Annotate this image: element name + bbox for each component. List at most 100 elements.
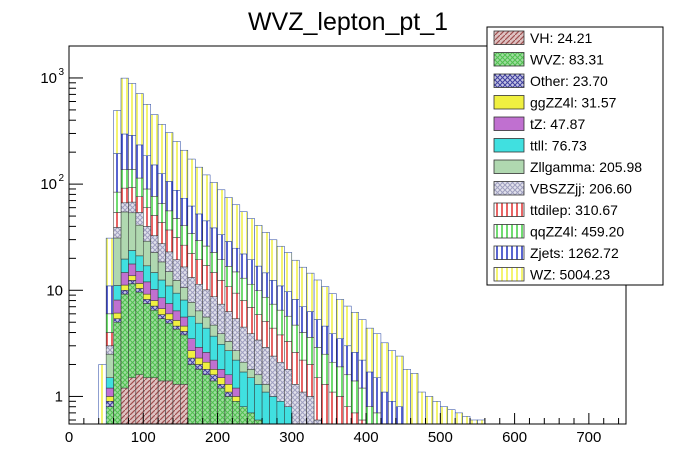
bar xyxy=(328,293,337,334)
bar xyxy=(395,406,404,424)
bar xyxy=(217,280,226,305)
bar xyxy=(217,234,226,260)
bar xyxy=(157,314,166,319)
bar xyxy=(195,310,203,324)
bar xyxy=(276,361,285,402)
bar xyxy=(165,210,174,231)
bar xyxy=(462,416,471,424)
bar xyxy=(224,286,233,312)
bar xyxy=(298,306,307,333)
bar xyxy=(187,158,196,207)
series-8 xyxy=(105,187,367,424)
bar xyxy=(202,352,211,363)
bar xyxy=(98,364,107,424)
bar xyxy=(224,197,233,242)
legend: VH: 24.21 WVZ: 83.31 Other: 23.70 ggZZ4l: 3… xyxy=(486,26,664,286)
bar xyxy=(113,227,122,239)
bar xyxy=(276,309,285,336)
x-tick-label: 100 xyxy=(131,429,156,446)
bar xyxy=(261,321,270,348)
bar xyxy=(135,144,144,179)
bar xyxy=(350,380,359,414)
bar xyxy=(336,299,345,339)
bar xyxy=(150,235,159,253)
bar xyxy=(187,302,196,317)
bar xyxy=(150,300,159,307)
bar xyxy=(202,289,211,318)
bar xyxy=(187,338,196,351)
bar xyxy=(172,328,181,385)
bar xyxy=(224,396,233,424)
bar xyxy=(321,286,330,327)
legend-label: ttdilep: 310.67 xyxy=(530,202,618,218)
bar xyxy=(350,412,359,424)
legend-label: Zjets: 1262.72 xyxy=(530,245,619,261)
bar xyxy=(113,110,122,154)
bar xyxy=(180,384,189,424)
bar xyxy=(172,259,181,281)
bar xyxy=(135,291,144,376)
legend-swatch xyxy=(493,95,525,110)
bar xyxy=(239,326,248,363)
bar xyxy=(128,169,137,188)
bar xyxy=(336,366,345,397)
bar xyxy=(232,247,241,273)
bar xyxy=(254,225,263,267)
bar xyxy=(246,307,255,334)
legend-swatch xyxy=(493,224,525,239)
bar xyxy=(232,401,241,424)
bar xyxy=(165,322,174,382)
bar xyxy=(143,240,151,267)
bar xyxy=(128,201,137,214)
legend-swatch xyxy=(493,267,525,282)
bar xyxy=(373,377,382,414)
bar xyxy=(113,285,122,301)
bar xyxy=(373,412,382,424)
bar xyxy=(254,314,263,341)
bar xyxy=(105,377,114,389)
bar xyxy=(202,316,211,329)
bar xyxy=(157,243,166,263)
bar xyxy=(180,197,189,226)
bar xyxy=(284,315,293,342)
bar xyxy=(180,299,189,318)
bar xyxy=(150,377,159,424)
bar xyxy=(209,380,218,424)
bar xyxy=(328,333,337,363)
bar xyxy=(298,359,307,393)
bar xyxy=(157,124,166,174)
bar xyxy=(276,245,285,287)
bar xyxy=(135,212,144,226)
bar xyxy=(165,285,174,304)
x-tick-label: 0 xyxy=(65,429,73,446)
legend-label: tZ: 47.87 xyxy=(530,116,585,132)
bar xyxy=(254,374,263,385)
bar xyxy=(157,297,166,309)
bar xyxy=(209,359,218,370)
bar xyxy=(328,391,337,424)
bar xyxy=(447,409,456,424)
bar xyxy=(195,213,203,241)
bar xyxy=(261,384,270,393)
bar xyxy=(224,266,233,287)
bar xyxy=(172,218,181,238)
bar xyxy=(157,261,166,281)
bar xyxy=(224,241,233,267)
bar xyxy=(150,114,159,166)
bar xyxy=(395,355,404,407)
bar xyxy=(180,331,189,336)
y-tick-label: 1 xyxy=(55,388,63,405)
bar xyxy=(128,212,137,251)
bar xyxy=(217,369,226,378)
bar xyxy=(113,318,122,323)
bar xyxy=(306,272,315,312)
bar xyxy=(135,271,144,284)
bar xyxy=(410,373,419,424)
bar xyxy=(195,347,203,359)
bar xyxy=(180,325,189,332)
bar xyxy=(187,364,196,424)
bar xyxy=(113,321,122,424)
bar xyxy=(276,401,285,424)
bar xyxy=(187,233,196,254)
bar xyxy=(172,141,181,191)
